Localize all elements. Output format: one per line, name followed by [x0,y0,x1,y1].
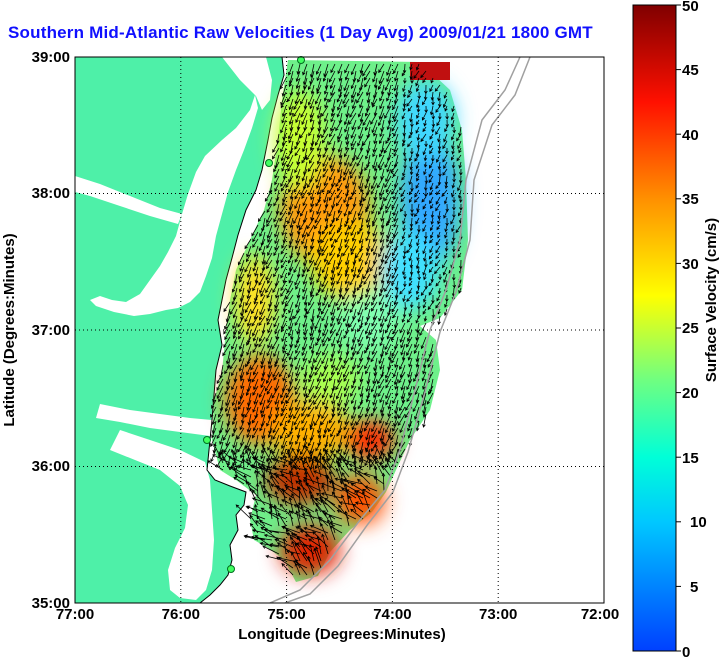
colorbar: 50 45 40 35 30 25 20 15 10 5 0 Surface V… [632,0,720,659]
x-axis: 77:00 76:00 75:00 74:00 73:00 72:00 Long… [56,606,619,643]
colorbar-tick-label: 15 [682,450,699,467]
x-tick-label: 76:00 [162,606,200,623]
contour-1 [269,57,521,603]
y-tick-label: 36:00 [32,458,70,475]
chesapeake-bay [90,95,258,316]
colorbar-tick-label: 5 [690,579,698,596]
station-marker [265,159,273,167]
delaware-bay [222,57,272,110]
contour-2 [284,57,531,603]
x-tick-label: 73:00 [479,606,517,623]
y-tick-label: 37:00 [32,322,70,339]
colorbar-tick-label: 10 [690,514,707,531]
colorbar-ticks [676,4,681,652]
x-tick-label: 77:00 [56,606,94,623]
y-tick-label: 39:00 [32,49,70,66]
colorbar-tick-label: 30 [682,256,699,273]
x-tick-label: 72:00 [581,606,619,623]
colorbar-gradient [632,4,677,652]
colorbar-tick-label: 40 [682,127,699,144]
x-tick-label: 75:00 [267,606,305,623]
colorbar-tick-label: 20 [682,385,699,402]
station-marker [297,56,305,64]
chart-title: Southern Mid-Atlantic Raw Velocities (1 … [8,23,593,42]
colorbar-tick-label: 45 [682,62,699,79]
potomac-river [75,176,182,224]
x-axis-label: Longitude (Degrees:Minutes) [238,626,446,643]
pamlico-sound [110,430,214,600]
northeast-high-speed [410,62,450,80]
colorbar-tick-label: 25 [682,320,699,337]
colorbar-label: Surface Velocity (cm/s) [703,218,720,382]
albemarle-sound [96,404,212,436]
shoreline [199,57,285,603]
vector-arrows [207,63,463,576]
station-marker [227,565,235,573]
colorbar-tick-label: 50 [682,0,699,15]
y-axis: 39:00 38:00 37:00 36:00 35:00 Latitude (… [1,49,70,612]
y-tick-label: 38:00 [32,185,70,202]
y-tick-label: 35:00 [32,595,70,612]
colorbar-tick-label: 35 [682,191,699,208]
grid-lines [75,57,604,603]
bathymetry-contours [269,57,531,603]
velocity-vectors [207,63,463,576]
y-axis-label: Latitude (Degrees:Minutes) [1,233,18,426]
station-markers [203,56,305,573]
plot-frame [74,56,605,604]
plot-area [74,56,605,604]
x-tick-label: 74:00 [373,606,411,623]
station-marker [203,436,211,444]
colorbar-tick-label: 0 [682,644,690,659]
